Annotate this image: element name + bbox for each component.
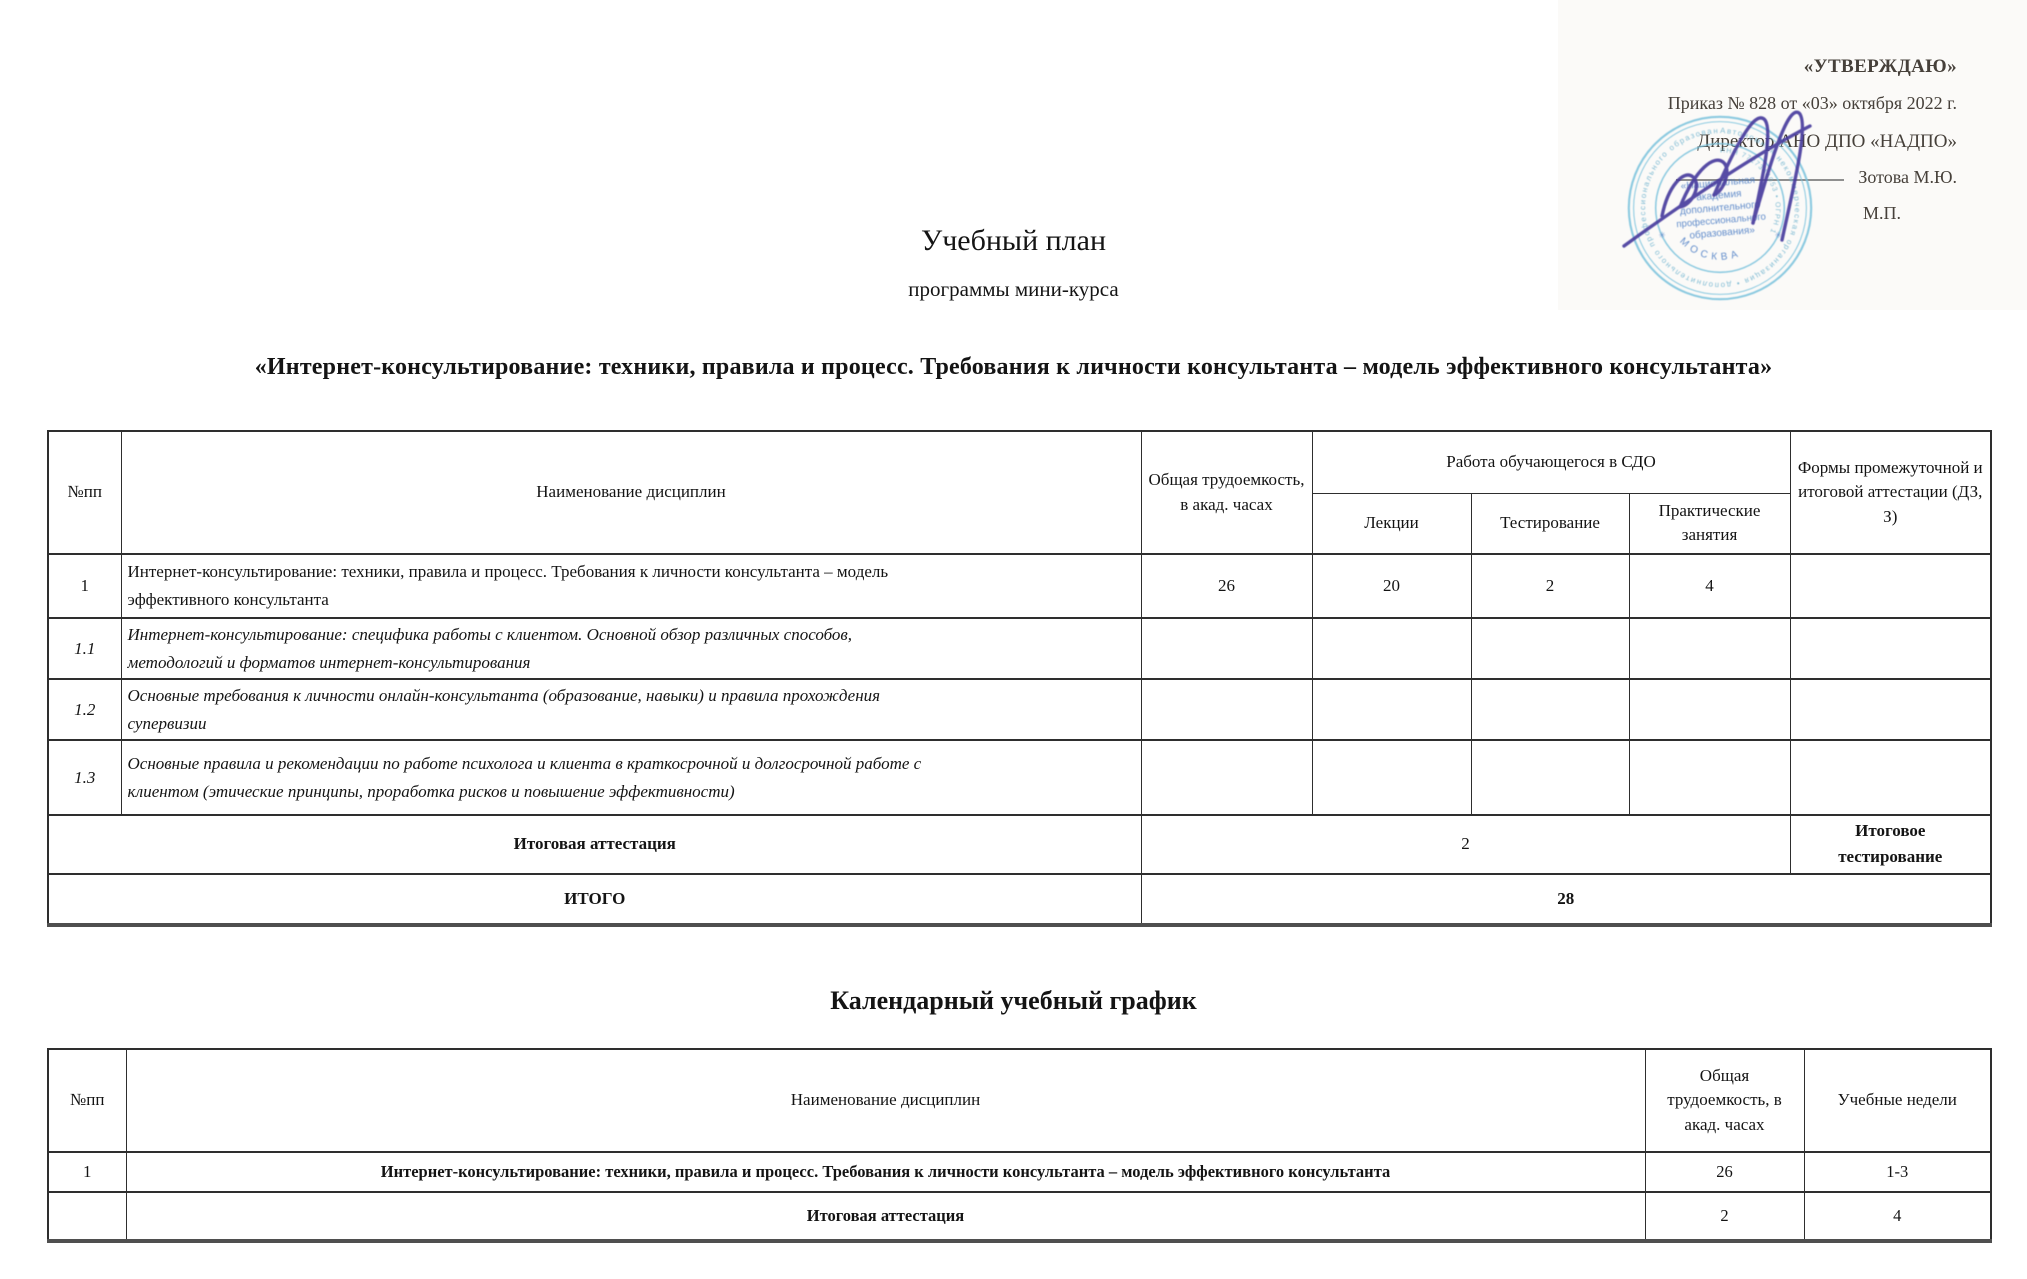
page-subtitle: программы мини-курса bbox=[908, 277, 1119, 301]
testing-value: 2 bbox=[1470, 553, 1630, 619]
col-header-testing: Тестирование bbox=[1470, 492, 1630, 555]
director-name: Зотова М.Ю. bbox=[1858, 167, 1957, 187]
col-header-name: Наименование дисциплин bbox=[125, 1048, 1646, 1153]
weeks-value: 1-3 bbox=[1803, 1151, 1992, 1193]
total-row: ИТОГО 28 bbox=[47, 872, 1992, 926]
attestation-label: Итоговая аттестация bbox=[47, 814, 1142, 875]
row-number: 1 bbox=[47, 553, 122, 619]
approval-order-line: Приказ № 828 от «03» октября 2022 г. bbox=[1667, 93, 1957, 113]
col-header-hours: Общая трудоемкость, в акад. часах bbox=[1644, 1048, 1805, 1153]
hours-value: 2 bbox=[1644, 1191, 1805, 1242]
schedule-table: №пп Наименование дисциплин Общая трудоем… bbox=[47, 1048, 1992, 1243]
forms-value bbox=[1789, 553, 1992, 619]
table-row-1-3: 1.3 Основные правила и рекомендации по р… bbox=[47, 739, 1992, 816]
table-row-1: 1 Интернет-консультирование: техники, пр… bbox=[47, 1151, 1992, 1193]
row-number: 1.2 bbox=[47, 678, 122, 741]
scanned-area-tint bbox=[1558, 0, 2027, 310]
discipline-name: Интернет-консультирование: техники, прав… bbox=[120, 553, 1142, 619]
col-header-lectures: Лекции bbox=[1311, 492, 1472, 555]
row-number: 1 bbox=[47, 1151, 127, 1193]
table-row-1: 1 Интернет-консультирование: техники, пр… bbox=[47, 553, 1992, 619]
discipline-name: Интернет-консультирование: специфика раб… bbox=[120, 616, 1142, 680]
col-header-practice: Практические занятия bbox=[1628, 492, 1791, 555]
attestation-form: Итоговое тестирование bbox=[1789, 814, 1992, 875]
col-header-sdo: Работа обучающегося в СДО bbox=[1311, 430, 1791, 494]
weeks-value: 4 bbox=[1803, 1191, 1992, 1242]
approval-director-line: Директор АНО ДПО «НАДПО» bbox=[1697, 131, 1957, 152]
attestation-row: Итоговая аттестация 2 4 bbox=[47, 1191, 1992, 1242]
page-title: Учебный план bbox=[920, 224, 1107, 257]
practice-value: 4 bbox=[1628, 553, 1791, 619]
attestation-row: Итоговая аттестация 2 Итоговое тестирова… bbox=[47, 814, 1992, 875]
table-row-1-2: 1.2 Основные требования к личности онлай… bbox=[47, 678, 1992, 741]
row-number: 1.1 bbox=[47, 616, 122, 680]
attestation-label: Итоговая аттестация bbox=[125, 1191, 1646, 1242]
hours-value: 26 bbox=[1644, 1151, 1805, 1193]
course-heading: «Интернет-консультирование: техники, пра… bbox=[254, 354, 1773, 380]
col-header-name: Наименование дисциплин bbox=[120, 430, 1142, 555]
discipline-name: Основные правила и рекомендации по работ… bbox=[120, 739, 1142, 816]
total-hours: 28 bbox=[1140, 872, 1992, 926]
col-header-npp: №пп bbox=[47, 430, 122, 555]
discipline-name: Интернет-консультирование: техники, прав… bbox=[125, 1151, 1646, 1193]
col-header-forms: Формы промежуточной и итоговой аттестаци… bbox=[1789, 430, 1992, 555]
hours-value: 26 bbox=[1140, 553, 1313, 619]
col-header-hours: Общая трудоемкость, в акад. часах bbox=[1140, 430, 1313, 555]
lectures-value: 20 bbox=[1311, 553, 1472, 619]
approval-signature-line: Зотова М.Ю. bbox=[1676, 167, 1957, 188]
schedule-section-heading: Календарный учебный график bbox=[830, 986, 1197, 1015]
approval-label: «УТВЕРЖДАЮ» bbox=[1803, 56, 1957, 77]
col-header-npp: №пп bbox=[47, 1048, 127, 1153]
table-row-1-1: 1.1 Интернет-консультирование: специфика… bbox=[47, 616, 1992, 680]
row-number bbox=[47, 1191, 127, 1242]
discipline-name: Основные требования к личности онлайн-ко… bbox=[120, 678, 1142, 741]
attestation-hours: 2 bbox=[1140, 814, 1791, 875]
signature-underline bbox=[1676, 179, 1845, 181]
seal-place-abbr: М.П. bbox=[1862, 203, 1901, 223]
col-header-weeks: Учебные недели bbox=[1803, 1048, 1992, 1153]
row-number: 1.3 bbox=[47, 739, 122, 816]
curriculum-table: №пп Наименование дисциплин Общая трудоем… bbox=[47, 430, 1993, 927]
total-label: ИТОГО bbox=[47, 872, 1142, 926]
